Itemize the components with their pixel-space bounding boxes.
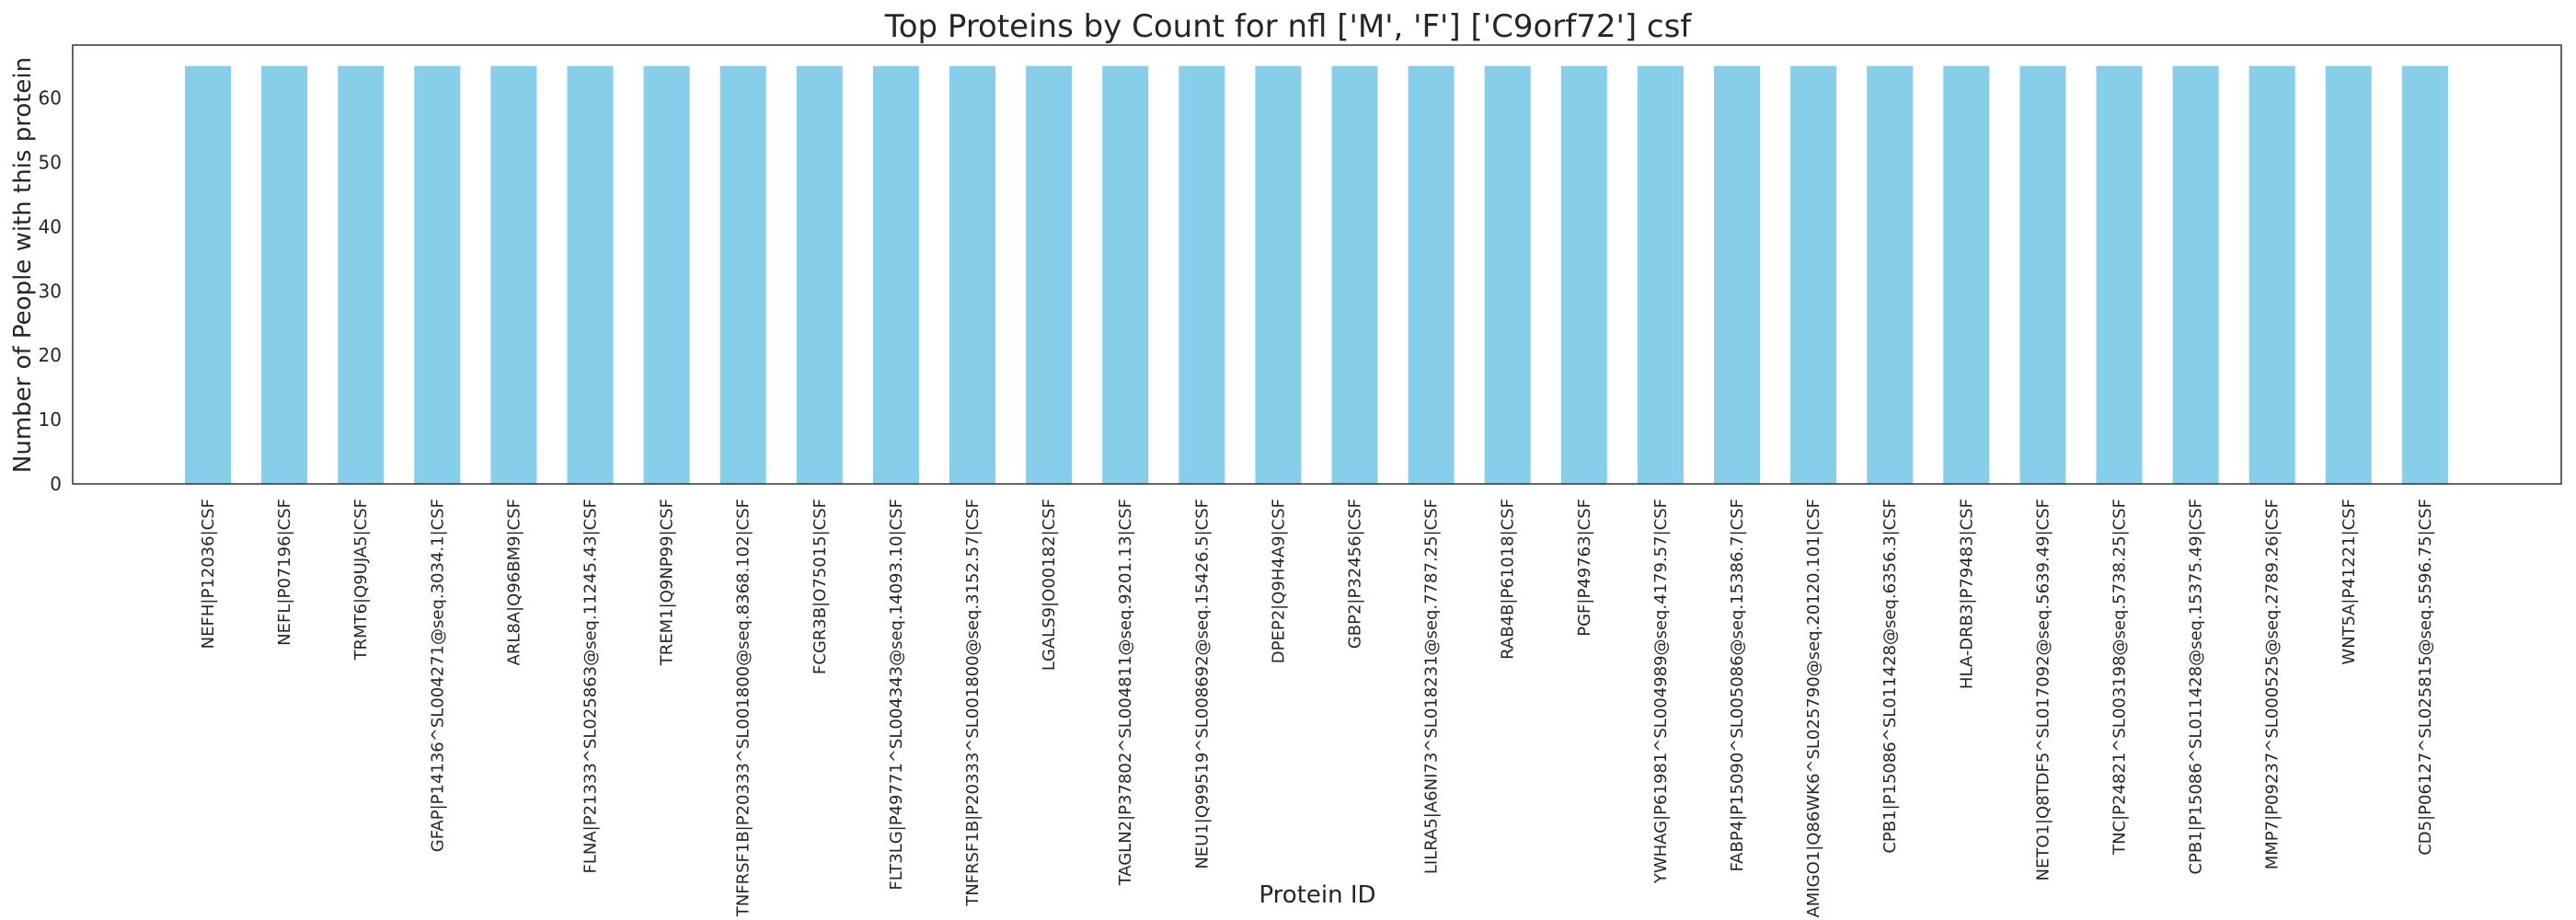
x-tick-label: GBP2|P32456|CSF <box>1346 499 1365 649</box>
x-tick-label: FLNA|P21333^SL025863@seq.11245.43|CSF <box>581 499 601 874</box>
x-tick-label: CPB1|P15086^SL011428@seq.15375.49|CSF <box>2187 499 2206 875</box>
bar <box>1484 65 1531 484</box>
x-axis: NEFH|P12036|CSF NEFL|P07196|CSF TRMT6|Q9UJ… <box>199 499 2435 918</box>
bar <box>1408 65 1455 484</box>
bar <box>1331 65 1378 484</box>
bar <box>2401 65 2448 484</box>
y-tick-label: 20 <box>39 344 62 366</box>
x-tick-label: WNT5A|P41221|CSF <box>2340 499 2359 665</box>
x-tick-label: MMP7|P09237^SL000525@seq.2789.26|CSF <box>2263 499 2283 869</box>
x-axis-label: Protein ID <box>1259 881 1375 909</box>
bar <box>2248 65 2295 484</box>
bar <box>1560 65 1607 484</box>
bar <box>1026 65 1073 484</box>
plot-frame <box>72 44 2562 485</box>
x-tick-label: ARL8A|Q96BM9|CSF <box>504 499 523 666</box>
x-tick-label: FCGR3B|O75015|CSF <box>811 499 830 674</box>
x-tick-label: AMIGO1|Q86WK6^SL025790@seq.20120.101|CSF <box>1804 499 1823 918</box>
y-tick-label: 0 <box>50 473 62 495</box>
x-tick-label: TRMT6|Q9UJA5|CSF <box>351 499 371 661</box>
x-tick-label: GFAP|P14136^SL004271@seq.3034.1|CSF <box>428 499 447 852</box>
x-tick-label: PGF|P49763|CSF <box>1575 499 1594 637</box>
x-tick-label: LILRA5|A6NI73^SL018231@seq.7787.25|CSF <box>1422 499 1442 874</box>
bar <box>872 65 919 484</box>
bar <box>1714 65 1760 484</box>
x-tick-label: LGALS9|O00182|CSF <box>1040 499 1059 671</box>
bar <box>261 65 308 484</box>
chart-title: Top Proteins by Count for nfl ['M', 'F']… <box>884 8 1693 45</box>
x-tick-label: CD5|P06127^SL025815@seq.5596.75|CSF <box>2416 499 2435 856</box>
bar <box>1943 65 1990 484</box>
bar <box>185 65 231 484</box>
y-tick-label: 50 <box>39 152 62 174</box>
bar <box>796 65 843 484</box>
bar <box>414 65 461 484</box>
x-tick-label: DPEP2|Q9H4A9|CSF <box>1269 499 1288 663</box>
bar <box>1102 65 1149 484</box>
bar <box>567 65 614 484</box>
x-tick-label: FLT3LG|P49771^SL004343@seq.14093.10|CSF <box>887 499 906 891</box>
x-tick-label: CPB1|P15086^SL011428@seq.6356.3|CSF <box>1880 499 1900 854</box>
bar <box>490 65 537 484</box>
bar <box>1255 65 1302 484</box>
bar <box>1867 65 1914 484</box>
y-tick-label: 40 <box>39 215 62 237</box>
bar <box>2019 65 2066 484</box>
x-tick-label: TNC|P24821^SL003198@seq.5738.25|CSF <box>2110 499 2130 856</box>
bar <box>1637 65 1684 484</box>
x-tick-label: HLA-DRB3|P79483|CSF <box>1957 499 1976 689</box>
x-tick-label: TNFRSF1B|P20333^SL001800@seq.8368.102|CS… <box>734 499 753 917</box>
bar <box>949 65 995 484</box>
bar <box>719 65 766 484</box>
x-tick-label: YWHAG|P61981^SL004989@seq.4179.57|CSF <box>1651 499 1671 884</box>
x-tick-label: TNFRSF1B|P20333^SL001800@seq.3152.57|CSF <box>963 499 983 907</box>
x-tick-label: FABP4|P15090^SL005086@seq.15386.7|CSF <box>1728 499 1747 872</box>
x-tick-label: NEU1|Q99519^SL008692@seq.15426.5|CSF <box>1192 499 1212 869</box>
x-tick-label: NEFL|P07196|CSF <box>275 499 294 646</box>
bars-group <box>185 65 2448 484</box>
bar <box>643 65 690 484</box>
bar <box>2096 65 2143 484</box>
bar <box>1179 65 1225 484</box>
y-tick-label: 30 <box>39 280 62 302</box>
x-tick-label: TREM1|Q9NP99|CSF <box>658 499 677 666</box>
y-axis-label: Number of People with this protein <box>9 57 37 473</box>
bar <box>2325 65 2372 484</box>
x-tick-label: TAGLN2|P37802^SL004811@seq.9201.13|CSF <box>1116 499 1135 886</box>
x-tick-label: RAB4B|P61018|CSF <box>1499 499 1518 660</box>
x-tick-label: NETO1|Q8TDF5^SL017092@seq.5639.49|CSF <box>2033 499 2053 881</box>
y-axis: 0 10 20 30 40 50 60 <box>39 87 62 495</box>
bar <box>1790 65 1837 484</box>
bar <box>2172 65 2219 484</box>
y-tick-label: 10 <box>39 408 62 431</box>
y-tick-label: 60 <box>39 87 62 109</box>
x-tick-label: NEFH|P12036|CSF <box>199 499 218 649</box>
bar <box>338 65 385 484</box>
